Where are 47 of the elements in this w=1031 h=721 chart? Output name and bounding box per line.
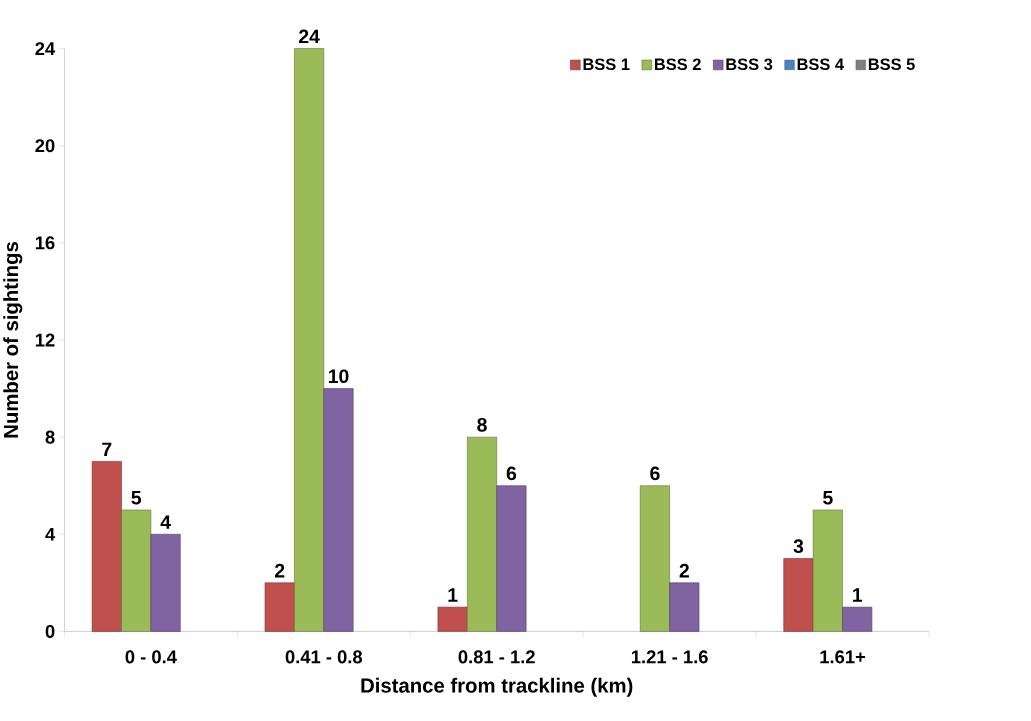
data-label: 6 xyxy=(506,466,517,481)
data-label: 5 xyxy=(823,491,833,505)
bar xyxy=(812,509,843,632)
data-label: 24 xyxy=(299,29,320,44)
bar xyxy=(467,436,498,632)
y-axis-title: Number of sightings xyxy=(3,242,23,438)
y-tick-label: 0 xyxy=(45,625,55,639)
x-tick-label: 0.41 - 0.8 xyxy=(285,650,363,664)
data-label: 7 xyxy=(102,442,112,457)
bar xyxy=(294,48,325,632)
data-label: 2 xyxy=(275,563,285,578)
data-label: 6 xyxy=(650,466,660,481)
bar xyxy=(91,461,122,632)
data-label: 2 xyxy=(679,563,689,578)
bar xyxy=(842,606,873,632)
bar xyxy=(496,485,527,632)
bar xyxy=(264,582,295,632)
x-axis-title: Distance from trackline (km) xyxy=(361,677,633,697)
y-tick-label: 24 xyxy=(35,42,56,56)
legend-label: BSS 5 xyxy=(868,58,915,71)
y-tick-label: 20 xyxy=(35,139,55,153)
bar xyxy=(669,582,700,632)
x-tick-label: 0 - 0.4 xyxy=(125,650,177,664)
data-label: 1 xyxy=(853,588,863,602)
y-tick-label: 16 xyxy=(35,236,55,250)
legend-label: BSS 4 xyxy=(797,58,844,71)
legend-label: BSS 3 xyxy=(726,58,773,71)
x-tick-label: 1.61+ xyxy=(820,650,866,664)
y-tick-label: 8 xyxy=(45,430,55,444)
y-tick-label: 4 xyxy=(45,528,56,541)
legend-label: BSS 1 xyxy=(583,58,630,71)
data-label: 1 xyxy=(448,588,458,602)
data-label: 5 xyxy=(131,491,142,505)
bar xyxy=(323,388,354,632)
bar xyxy=(437,606,468,632)
x-tick-label: 1.21 - 1.6 xyxy=(631,650,708,664)
y-tick-label: 12 xyxy=(35,333,55,347)
bar xyxy=(639,485,670,632)
data-label: 8 xyxy=(477,418,487,432)
data-label: 10 xyxy=(328,369,349,384)
bar xyxy=(783,558,814,632)
data-label: 3 xyxy=(793,539,804,554)
bar xyxy=(150,534,181,632)
legend-label: BSS 2 xyxy=(654,58,701,71)
data-label: 4 xyxy=(160,515,171,529)
bar xyxy=(121,509,152,632)
x-tick-label: 0.81 - 1.2 xyxy=(458,650,535,664)
